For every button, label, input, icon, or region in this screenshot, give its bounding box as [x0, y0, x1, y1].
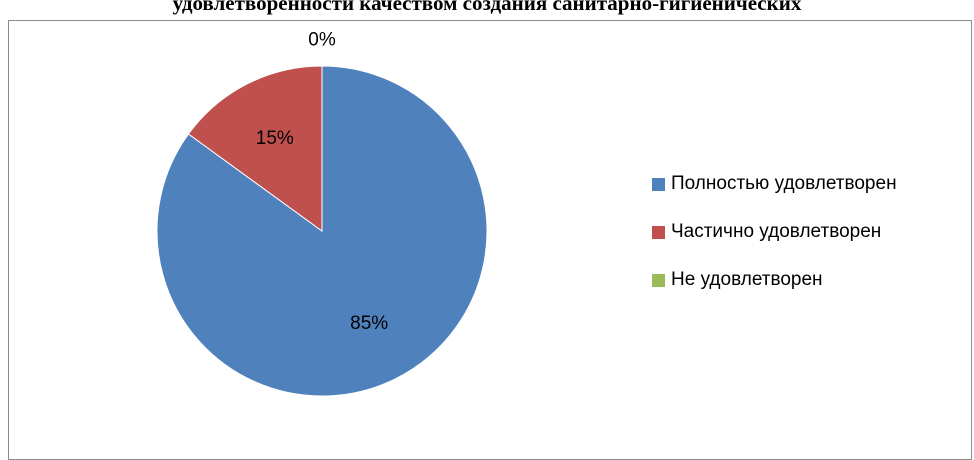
legend-label-partially-satisfied: Частично удовлетворен: [671, 221, 882, 242]
legend-label-not-satisfied: Не удовлетворен: [671, 269, 823, 290]
chart-title: удовлетворенности качеством создания сан…: [172, 0, 802, 15]
data-label-partially-satisfied: 15%: [256, 128, 294, 149]
legend-label-fully-satisfied: Полностью удовлетворен: [671, 173, 897, 194]
legend-item-fully-satisfied: Полностью удовлетворен: [652, 172, 897, 196]
legend-item-partially-satisfied: Частично удовлетворен: [652, 220, 897, 244]
legend-swatch-not-satisfied: [652, 273, 665, 287]
data-label-fully-satisfied: 85%: [350, 313, 388, 334]
data-label-not-satisfied: 0%: [308, 30, 336, 51]
legend-swatch-partially-satisfied: [652, 225, 665, 239]
legend-swatch-fully-satisfied: [652, 177, 665, 191]
pie-slice-partially-satisfied: [187, 65, 323, 232]
legend: Полностью удовлетворен Частично удовлетв…: [652, 172, 897, 316]
legend-item-not-satisfied: Не удовлетворен: [652, 268, 897, 292]
pie-chart: 85% 15% 0%: [156, 30, 488, 397]
